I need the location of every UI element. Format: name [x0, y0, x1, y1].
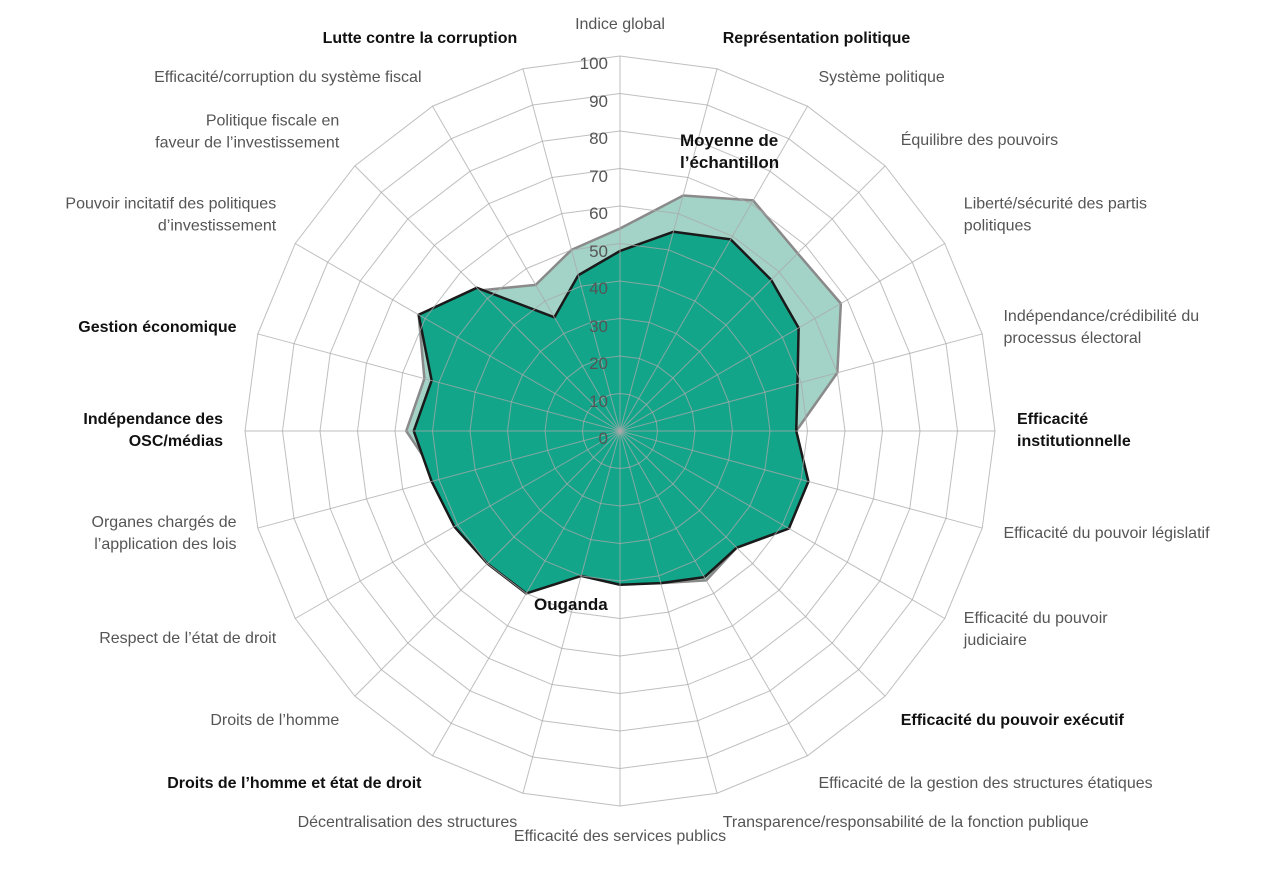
series-label: Moyenne de l’échantillon: [680, 131, 780, 172]
axis-label: Politique fiscale en faveur de l’investi…: [155, 112, 340, 152]
axis-label: Organes chargés de l’application des loi…: [91, 513, 237, 553]
axis-label: Efficacité/corruption du système fiscal: [154, 69, 422, 87]
r-tick-label: 70: [589, 166, 608, 186]
spoke: [257, 333, 621, 432]
axis-label: Efficacité du pouvoir législatif: [1003, 524, 1210, 542]
axis-label: Efficacité institutionnelle: [1017, 411, 1131, 450]
r-tick-label: 20: [589, 354, 608, 373]
axis-label: Droits de l’homme: [210, 711, 340, 729]
r-tick-label: 50: [589, 241, 608, 261]
axis-label: Représentation politique: [722, 29, 911, 47]
r-tick-label: 10: [589, 391, 608, 411]
axis-label: Efficacité du pouvoir judiciaire: [963, 609, 1108, 649]
spoke: [432, 105, 621, 432]
series-area: [412, 230, 810, 595]
spoke: [619, 430, 718, 794]
r-tick-label: 40: [589, 279, 608, 298]
r-tick-label: 90: [589, 91, 608, 111]
axis-label: Efficacité de la gestion des structures …: [818, 774, 1153, 792]
spoke: [619, 333, 983, 432]
spoke: [619, 68, 718, 432]
axis-label: Droits de l’homme et état de droit: [167, 774, 422, 792]
spoke: [522, 430, 621, 794]
r-tick-label: 30: [589, 316, 608, 336]
axis-label: Gestion économique: [78, 319, 237, 337]
series-label: Ouganda: [534, 595, 608, 614]
spoke: [354, 430, 621, 697]
r-tick-label: 60: [589, 204, 608, 223]
r-tick-label: 80: [589, 129, 608, 148]
axis-label: Indépendance des OSC/médias: [83, 411, 223, 450]
spoke: [294, 430, 621, 619]
axis-label: Équilibre des pouvoirs: [900, 132, 1059, 150]
spoke: [619, 430, 946, 619]
axis-label: Indice global: [575, 16, 665, 34]
axis-label: Décentralisation des structures: [297, 814, 518, 832]
spoke: [619, 430, 983, 529]
r-tick-label: 100: [579, 54, 608, 73]
axis-label: Efficacité du pouvoir exécutif: [900, 711, 1124, 729]
axis-label: Transparence/responsabilité de la foncti…: [722, 814, 1089, 832]
axis-label: Liberté/sécurité des partis politiques: [963, 194, 1147, 234]
spoke: [432, 430, 621, 757]
spoke: [354, 165, 621, 432]
spoke: [619, 105, 808, 432]
spoke: [619, 165, 886, 432]
axis-label: Efficacité des services publics: [513, 827, 727, 845]
axis-label: Lutte contre la corruption: [322, 29, 518, 47]
spoke: [294, 243, 621, 432]
axis-label: Respect de l’état de droit: [99, 629, 277, 647]
axis-label: Pouvoir incitatif des politiques d’inves…: [65, 194, 277, 234]
axis-label: Système politique: [818, 69, 945, 87]
spoke: [257, 430, 621, 529]
r-tick-label: 0: [598, 429, 608, 448]
spoke: [619, 430, 808, 757]
spoke: [619, 243, 946, 432]
spoke: [522, 68, 621, 432]
axis-label: Indépendance/crédibilité du processus él…: [1003, 308, 1200, 348]
spoke: [619, 430, 886, 697]
